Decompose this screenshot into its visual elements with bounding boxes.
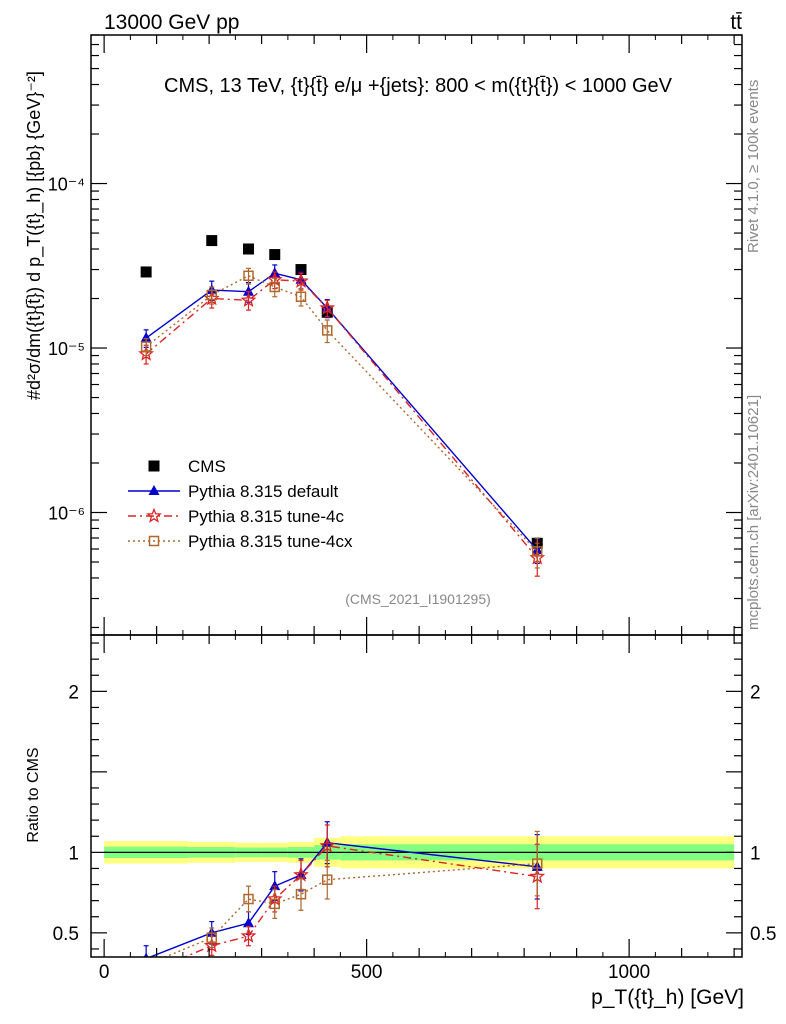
ratio-point-pythia-8-315-default	[143, 952, 149, 957]
ratio-point-pythia-8-315-tune-4cx	[269, 898, 280, 910]
ratio-panel: 0.5 0.5 1 1 2 2 0 500 1000 Ratio to CMS p_T({t}_…	[25, 634, 776, 1009]
main-panel: 10⁻⁶ 10⁻⁵ 10⁻⁴ CMS, 13 TeV, {t}{t̄} e/μ +{…	[24, 34, 743, 636]
ratio-y-tick-label-right: 2	[750, 682, 761, 703]
beam-label: 13000 GeV pp	[104, 11, 239, 34]
main-y-tick-label: 10⁻⁴	[48, 175, 85, 195]
legend-label-cms: CMS	[188, 457, 226, 476]
ratio-point-pythia-8-315-default	[269, 880, 281, 891]
main-point-pythia-8-315-tune-4c	[240, 292, 257, 308]
main-point-pythia-8-315-tune-4cx	[269, 281, 280, 293]
analysis-label: (CMS_2021_I1901295)	[345, 591, 491, 607]
main-point-pythia-8-315-tune-4cx	[140, 341, 152, 352]
ratio-point-pythia-8-315-tune-4c	[140, 967, 152, 979]
x-tick-label: 0	[99, 962, 110, 983]
legend-marker-pythia-8-315-default	[148, 485, 160, 495]
main-point-pythia-8-315-tune-4cx	[532, 546, 543, 557]
ratio-line-pythia-8-315-tune-4cx	[163, 862, 538, 957]
legend-label-pythia-8-315-tune-4c: Pythia 8.315 tune-4c	[188, 507, 344, 526]
ratio-point-pythia-8-315-tune-4cx	[322, 874, 333, 885]
legend: CMS Pythia 8.315 default Pythia 8.315 tune…	[128, 457, 353, 551]
legend-marker-cms	[148, 460, 160, 472]
ratio-point-pythia-8-315-tune-4cx	[206, 932, 217, 943]
ratio-point-pythia-8-315-tune-4cx	[532, 858, 543, 869]
main-point-pythia-8-315-tune-4c	[138, 345, 155, 361]
main-point-cms	[206, 235, 218, 247]
legend-label-pythia-8-315-default: Pythia 8.315 default	[188, 482, 339, 501]
ratio-point-pythia-8-315-tune-4c	[203, 937, 220, 953]
mcplots-label: mcplots.cern.ch [arXiv:2401.10621]	[745, 395, 762, 630]
legend-marker-pythia-8-315-tune-4cx	[148, 535, 160, 547]
legend-marker-pythia-8-315-tune-4c	[146, 507, 162, 523]
legend-label-pythia-8-315-tune-4cx: Pythia 8.315 tune-4cx	[188, 532, 353, 551]
x-tick-label: 500	[351, 962, 383, 983]
main-point-pythia-8-315-tune-4cx	[295, 291, 307, 302]
main-point-cms	[269, 249, 281, 261]
ratio-y-tick-label-right: 0.5	[750, 924, 776, 945]
ratio-y-tick-label-right: 1	[750, 843, 761, 864]
ratio-y-tick-label: 1	[68, 843, 79, 864]
main-point-pythia-8-315-tune-4cx	[243, 270, 254, 282]
main-point-cms	[243, 243, 254, 255]
ratio-y-tick-label: 2	[68, 682, 79, 703]
main-title: CMS, 13 TeV, {t}{t̄} e/μ +{jets}: 800 < …	[164, 75, 673, 97]
ratio-y-tick-label: 0.5	[53, 924, 79, 945]
ratio-point-pythia-8-315-tune-4c	[240, 927, 257, 943]
rivet-version-label: Rivet 4.1.0, ≥ 100k events	[745, 80, 762, 253]
main-point-pythia-8-315-default	[140, 332, 152, 343]
main-point-cms	[140, 266, 152, 278]
ratio-point-pythia-8-315-tune-4cx	[295, 888, 307, 900]
main-point-pythia-8-315-default	[243, 285, 254, 296]
main-point-pythia-8-315-tune-4cx	[322, 325, 333, 336]
main-point-pythia-8-315-tune-4cx	[206, 289, 217, 301]
ratio-point-pythia-8-315-default	[243, 917, 254, 928]
main-point-cms	[295, 264, 307, 276]
x-axis-label: p_T({t}_h) [GeV]	[591, 986, 744, 1009]
ratio-point-pythia-8-315-tune-4cx	[142, 961, 151, 970]
main-y-axis-label: #d²σ/dm({t}{t̄}) d p_T({t}_h) [{pb} {GeV…	[24, 71, 45, 400]
main-y-tick-label: 10⁻⁶	[48, 504, 85, 524]
ratio-frame	[90, 634, 743, 958]
main-y-tick-label: 10⁻⁵	[48, 339, 85, 359]
x-tick-label: 1000	[608, 962, 650, 983]
main-point-pythia-8-315-tune-4c	[293, 272, 309, 288]
process-label: tt̄	[730, 11, 742, 34]
ratio-y-axis-label: Ratio to CMS	[25, 747, 42, 842]
main-point-pythia-8-315-tune-4c	[319, 299, 336, 315]
ratio-point-pythia-8-315-tune-4c	[319, 837, 336, 853]
ratio-point-pythia-8-315-tune-4cx	[243, 893, 254, 905]
